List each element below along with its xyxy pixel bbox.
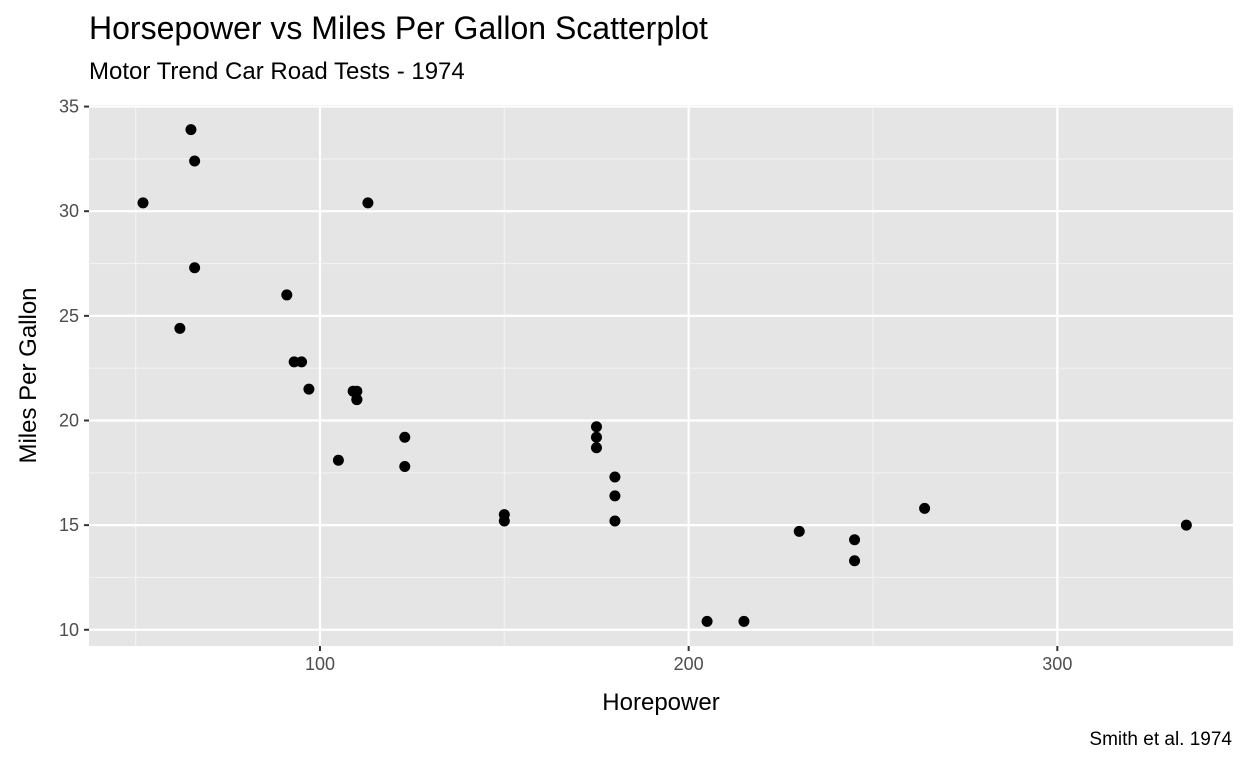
data-point	[189, 155, 201, 167]
y-tick-label: 30	[59, 201, 79, 221]
data-point	[174, 322, 186, 334]
chart-title: Horsepower vs Miles Per Gallon Scatterpl…	[89, 10, 708, 46]
x-tick-label: 100	[305, 654, 335, 674]
data-point	[919, 502, 931, 514]
data-points	[137, 124, 1192, 627]
data-point	[185, 124, 197, 136]
x-tick-label: 200	[674, 654, 704, 674]
major-gridlines	[89, 105, 1233, 646]
data-point	[590, 442, 602, 454]
chart-subtitle: Motor Trend Car Road Tests - 1974	[89, 58, 465, 85]
data-point	[399, 461, 411, 473]
data-point	[609, 490, 621, 502]
data-point	[303, 383, 315, 395]
data-point	[362, 197, 374, 209]
y-axis: 10 15 20 25 30 35	[59, 97, 89, 640]
data-point	[701, 615, 713, 627]
data-point	[347, 385, 359, 397]
data-point	[189, 262, 201, 274]
data-point	[351, 394, 363, 406]
minor-gridlines	[89, 105, 1233, 646]
data-point	[498, 515, 510, 527]
data-point	[399, 431, 411, 443]
y-tick-label: 15	[59, 515, 79, 535]
data-point	[609, 471, 621, 483]
data-point	[590, 431, 602, 443]
data-point	[137, 197, 149, 209]
y-axis-title: Miles Per Gallon	[15, 287, 42, 463]
data-point	[281, 289, 293, 301]
data-point	[849, 534, 861, 546]
data-point	[590, 421, 602, 433]
y-tick-label: 35	[59, 97, 79, 117]
y-tick-label: 10	[59, 620, 79, 640]
data-point	[332, 454, 344, 466]
data-point	[849, 555, 861, 567]
x-tick-label: 300	[1042, 654, 1072, 674]
plot-panel	[89, 105, 1233, 646]
data-point	[793, 525, 805, 537]
y-tick-label: 20	[59, 410, 79, 430]
y-tick-label: 25	[59, 306, 79, 326]
chart-caption: Smith et al. 1974	[1089, 729, 1232, 750]
data-point	[609, 515, 621, 527]
data-point	[738, 615, 750, 627]
x-axis: 100 200 300	[305, 646, 1072, 674]
x-axis-title: Horepower	[602, 689, 719, 716]
data-point	[1180, 519, 1192, 531]
data-point	[296, 356, 308, 368]
